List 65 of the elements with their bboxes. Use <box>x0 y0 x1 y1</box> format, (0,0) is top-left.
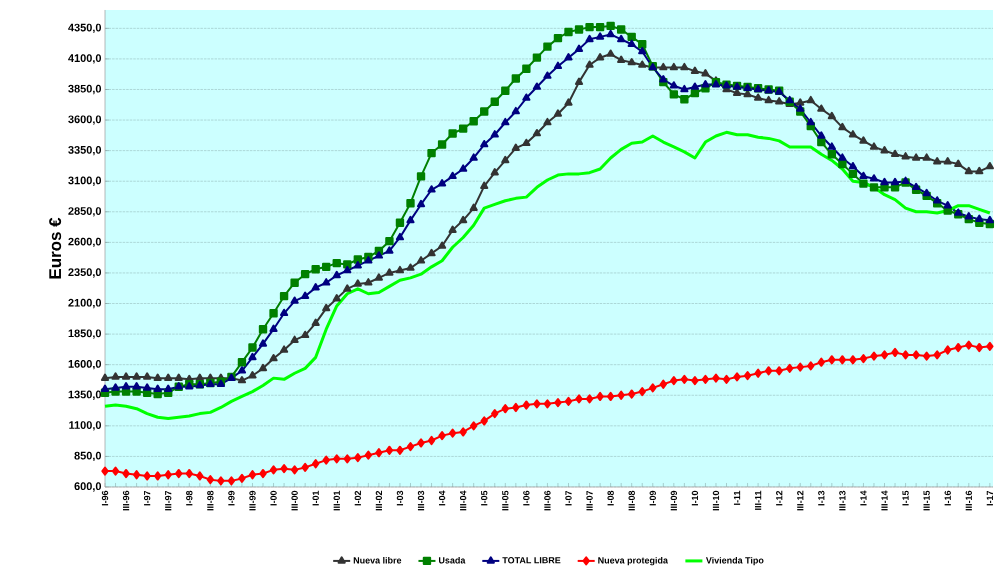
y-tick-label: 850,0 <box>74 451 102 462</box>
x-tick-label: III-16 <box>965 490 972 511</box>
y-tick-label: 3350,0 <box>68 145 102 156</box>
x-tick-label: III-06 <box>544 490 551 511</box>
x-tick-label: III-96 <box>122 490 130 511</box>
legend-label: TOTAL LIBRE <box>502 557 561 564</box>
x-tick-label: III-01 <box>333 490 340 511</box>
legend-label: Usada <box>438 556 466 564</box>
x-tick-label: III-04 <box>459 490 467 511</box>
y-tick-label: 3600,0 <box>68 115 102 125</box>
legend-label: Nueva libre <box>353 556 402 564</box>
y-tick-label: 600,0 <box>74 482 102 492</box>
x-tick-label: I-15 <box>902 490 909 506</box>
x-tick-label: I-03 <box>396 490 404 506</box>
x-tick-label: I-12 <box>776 490 783 506</box>
x-tick-label: I-07 <box>565 490 572 506</box>
y-tick-label: 1100,0 <box>69 421 102 431</box>
x-tick-label: I-09 <box>649 490 656 506</box>
y-tick-label: 2350,0 <box>68 268 102 278</box>
x-tick-label: I-17 <box>986 490 993 506</box>
x-tick-label: I-05 <box>481 490 488 506</box>
x-tick-label: I-98 <box>186 490 193 506</box>
y-tick-label: 3850,0 <box>68 84 102 95</box>
legend-label: Nueva protegida <box>598 556 668 566</box>
x-tick-label: III-00 <box>291 490 298 511</box>
x-tick-label: I-99 <box>228 490 235 506</box>
x-tick-label: I-04 <box>438 490 446 506</box>
x-tick-label: III-07 <box>586 490 593 511</box>
x-tick-label: I-14 <box>860 490 867 506</box>
y-tick-label: 4350,0 <box>68 23 102 34</box>
legend-label: Vivienda Tipo <box>705 556 764 566</box>
x-tick-label: I-13 <box>818 490 825 506</box>
x-tick-label: III-12 <box>797 490 804 511</box>
x-tick-label: III-03 <box>417 490 425 511</box>
x-tick-label: III-98 <box>207 490 214 511</box>
x-tick-label: III-14 <box>881 490 888 511</box>
x-tick-label: III-05 <box>502 490 509 511</box>
x-tick-label: III-13 <box>839 490 846 511</box>
x-tick-label: III-97 <box>165 490 172 511</box>
x-tick-label: I-11 <box>733 490 741 505</box>
y-tick-label: 1850,0 <box>68 329 102 339</box>
x-tick-label: I-06 <box>523 490 530 506</box>
x-tick-label: I-08 <box>607 490 614 506</box>
y-tick-label: 4100,0 <box>68 54 102 64</box>
y-tick-label: 2600,0 <box>68 237 102 248</box>
x-tick-label: III-15 <box>923 490 930 511</box>
x-tick-label: III-02 <box>375 490 383 511</box>
x-tick-label: III-10 <box>712 490 720 511</box>
x-tick-label: III-99 <box>249 490 256 511</box>
y-tick-label: 1350,0 <box>68 390 102 400</box>
y-tick-label: 1600,0 <box>68 360 102 370</box>
x-tick-label: I-96 <box>101 490 109 506</box>
y-tick-label: 2850,0 <box>68 207 102 217</box>
x-tick-label: I-00 <box>270 490 277 506</box>
x-tick-label: I-16 <box>944 490 951 506</box>
x-tick-label: I-97 <box>143 490 151 506</box>
x-tick-label: I-01 <box>312 490 319 506</box>
x-tick-label: I-02 <box>354 490 361 506</box>
x-tick-label: I-10 <box>691 490 699 506</box>
x-tick-label: III-09 <box>670 490 678 511</box>
y-tick-label: 3100,0 <box>68 176 102 186</box>
y-axis-title: Euros € <box>49 217 62 279</box>
x-tick-label: III-08 <box>628 490 635 511</box>
y-tick-label: 2100,0 <box>68 298 102 309</box>
x-tick-label: III-11 <box>755 490 762 510</box>
